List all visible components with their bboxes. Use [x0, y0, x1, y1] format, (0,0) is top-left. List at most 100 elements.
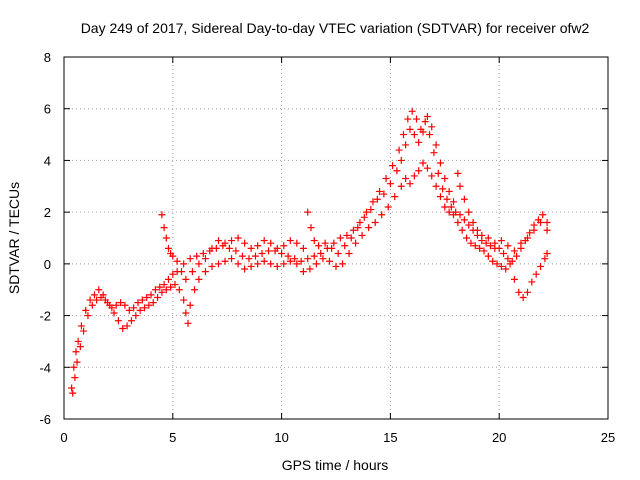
- data-point: [208, 244, 216, 252]
- data-point: [454, 169, 462, 177]
- data-point: [273, 244, 281, 252]
- data-point: [365, 224, 373, 232]
- data-point: [539, 211, 547, 219]
- data-point: [299, 268, 307, 276]
- data-point: [443, 195, 451, 203]
- data-point: [247, 262, 255, 270]
- data-markers: [68, 107, 551, 397]
- series-track-b: [69, 159, 551, 397]
- data-point: [460, 195, 468, 203]
- data-point: [164, 244, 172, 252]
- data-point: [315, 242, 323, 250]
- data-point: [306, 265, 314, 273]
- data-point: [225, 244, 233, 252]
- data-point: [339, 260, 347, 268]
- data-point: [489, 257, 497, 265]
- x-tick-label: 20: [492, 430, 506, 445]
- data-point: [247, 244, 255, 252]
- x-tick-label: 15: [383, 430, 397, 445]
- data-point: [278, 250, 286, 258]
- data-point: [336, 234, 344, 242]
- data-point: [254, 242, 262, 250]
- data-point: [171, 281, 179, 289]
- data-point: [356, 218, 364, 226]
- data-point: [160, 224, 168, 232]
- data-point: [543, 226, 551, 234]
- data-point: [349, 226, 357, 234]
- data-point: [193, 252, 201, 260]
- chart-title: Day 249 of 2017, Sidereal Day-to-day VTE…: [81, 20, 590, 36]
- data-point: [71, 374, 79, 382]
- data-point: [76, 343, 84, 351]
- data-point: [345, 250, 353, 258]
- data-point: [537, 218, 545, 226]
- data-point: [402, 175, 410, 183]
- data-point: [458, 226, 466, 234]
- data-point: [97, 293, 105, 301]
- data-point: [484, 234, 492, 242]
- data-point: [408, 107, 416, 115]
- data-point: [397, 182, 405, 190]
- data-point: [280, 260, 288, 268]
- x-tick-label: 0: [60, 430, 67, 445]
- data-point: [465, 208, 473, 216]
- data-point: [423, 112, 431, 120]
- data-point: [476, 244, 484, 252]
- x-tick-label: 10: [274, 430, 288, 445]
- x-tick-label: 25: [601, 430, 615, 445]
- data-point: [110, 309, 118, 317]
- data-point: [491, 239, 499, 247]
- data-point: [504, 255, 512, 263]
- y-tick-label: -6: [39, 412, 51, 427]
- data-point: [543, 218, 551, 226]
- data-point: [234, 234, 242, 242]
- data-point: [121, 301, 129, 309]
- data-point: [328, 244, 336, 252]
- data-point: [69, 389, 77, 397]
- data-point: [90, 291, 98, 299]
- data-point: [136, 306, 144, 314]
- data-point: [138, 296, 146, 304]
- y-tick-labels: -6 -4 -2 0 2 4 6 8: [39, 50, 51, 427]
- data-point: [506, 260, 514, 268]
- data-point: [169, 270, 177, 278]
- data-point: [72, 348, 80, 356]
- y-tick-label: 2: [44, 205, 51, 220]
- data-point: [347, 234, 355, 242]
- data-point: [382, 175, 390, 183]
- data-point: [352, 239, 360, 247]
- data-point: [373, 195, 381, 203]
- data-point: [186, 301, 194, 309]
- data-point: [201, 268, 209, 276]
- data-point: [317, 250, 325, 258]
- data-point: [199, 250, 207, 258]
- data-point: [221, 257, 229, 265]
- data-point: [415, 167, 423, 175]
- data-point: [436, 193, 444, 201]
- data-point: [70, 363, 78, 371]
- data-point: [195, 275, 203, 283]
- data-point: [371, 218, 379, 226]
- data-point: [515, 288, 523, 296]
- data-point: [426, 131, 434, 139]
- data-point: [232, 247, 240, 255]
- data-point: [162, 234, 170, 242]
- data-point: [467, 239, 475, 247]
- data-point: [486, 242, 494, 250]
- data-point: [330, 239, 338, 247]
- series-track-c: [158, 112, 551, 283]
- data-point: [362, 208, 370, 216]
- data-point: [460, 216, 468, 224]
- data-point: [101, 296, 109, 304]
- data-point: [201, 255, 209, 263]
- data-point: [502, 265, 510, 273]
- data-point: [68, 384, 76, 392]
- data-point: [389, 162, 397, 170]
- data-point: [402, 141, 410, 149]
- data-point: [319, 255, 327, 263]
- data-point: [532, 270, 540, 278]
- data-point: [182, 275, 190, 283]
- data-point: [528, 278, 536, 286]
- data-point: [541, 255, 549, 263]
- data-point: [234, 260, 242, 268]
